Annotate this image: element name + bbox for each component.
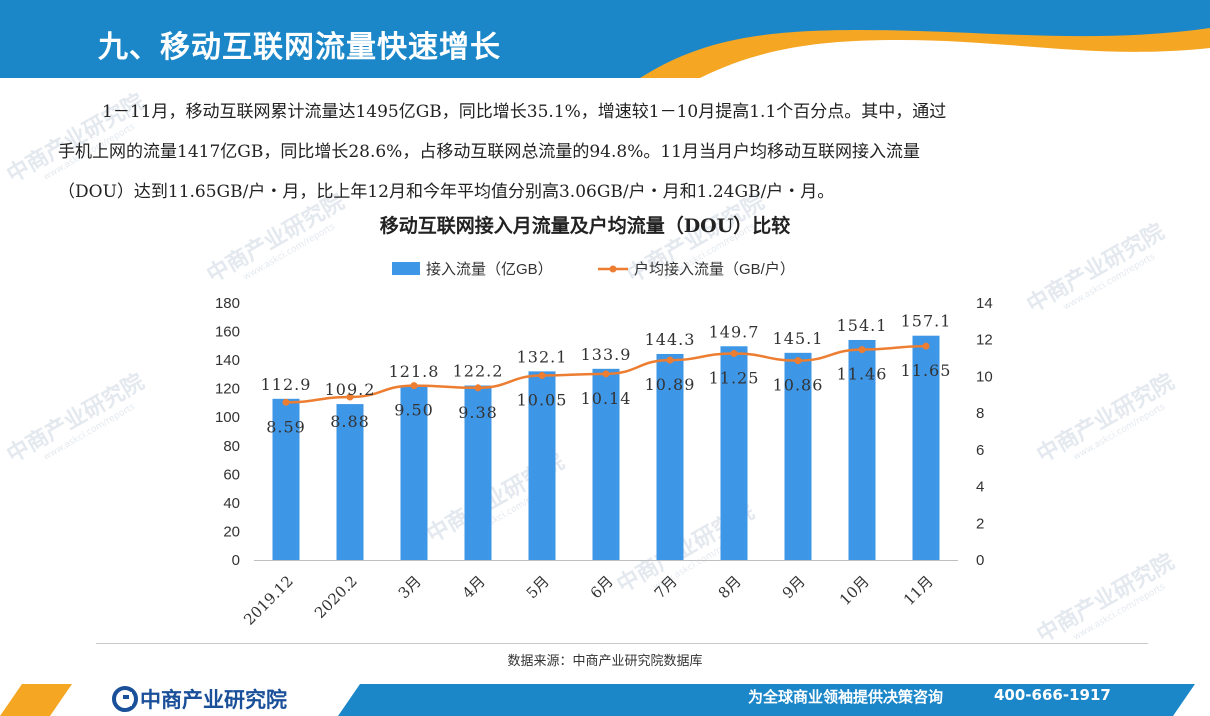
legend-label-line: 户均接入流量（GB/户） [634,261,795,278]
bar-data-label: 144.3 [645,330,696,349]
legend-label-bars: 接入流量（亿GB） [426,261,553,278]
x-tick-label: 9月 [779,572,809,602]
y-right-tick-label: 6 [976,442,984,459]
bar-data-label: 154.1 [837,316,888,335]
bar [592,368,620,560]
line-data-label: 10.86 [773,376,824,395]
bar [336,404,364,560]
y-left-tick-label: 80 [223,438,240,455]
y-left-tick-label: 20 [223,523,240,540]
bar-data-label: 109.2 [325,380,376,399]
y-left-tick-label: 40 [223,495,240,512]
y-right-tick-label: 0 [976,552,984,569]
y-right-tick-label: 8 [976,405,984,422]
y-right-tick-label: 10 [976,368,993,385]
bar [656,353,684,560]
y-left-tick-label: 160 [215,324,240,341]
line-point [666,356,674,364]
line-point [538,372,546,380]
legend-marker-line [609,265,617,273]
bar [464,385,492,560]
logo-icon [112,686,138,712]
y-right-tick-label: 14 [976,295,993,312]
y-left-tick-label: 0 [232,552,240,569]
x-tick-label: 10月 [836,572,873,609]
line-data-label: 9.50 [394,401,434,420]
bar [784,352,812,560]
paragraph-line-3: （DOU）达到11.65GB/户・月，比上年12月和今年平均值分别高3.06GB… [58,182,835,202]
legend-swatch-bars [392,262,420,275]
y-left-tick-label: 140 [215,352,240,369]
data-source: 数据来源：中商产业研究院数据库 [507,654,703,669]
divider [96,643,1148,644]
x-tick-label: 3月 [395,572,425,602]
x-tick-label: 5月 [523,572,553,602]
x-tick-label: 7月 [651,572,681,602]
footer-logo: 中商产业研究院 [140,688,287,712]
footer-phone: 400-666-1917 [994,686,1111,704]
bar [912,335,940,560]
bar [848,339,876,560]
y-left-tick-label: 60 [223,466,240,483]
line-point [858,346,866,354]
paragraph-line-2: 手机上网的流量1417亿GB，同比增长28.6%，占移动互联网总流量的94.8%… [58,142,920,162]
bar [272,398,300,560]
line-data-label: 10.89 [645,375,696,394]
bar-data-label: 121.8 [389,362,440,381]
bar [720,346,748,560]
bar-data-label: 145.1 [773,329,824,348]
paragraph-line-1: 1－11月，移动互联网累计流量达1495亿GB，同比增长35.1%，增速较1－1… [102,102,947,122]
line-point [730,349,738,357]
footer-bar [0,684,1195,716]
line-data-label: 10.14 [581,389,632,408]
y-right-tick-label: 2 [976,515,984,532]
x-tick-label: 11月 [900,572,937,609]
line-point [474,384,482,392]
line-point [410,382,418,390]
y-left-tick-label: 120 [215,381,240,398]
line-data-label: 11.65 [901,361,952,380]
header-banner [0,0,1210,78]
y-right-tick-label: 4 [976,479,984,496]
y-left-tick-label: 180 [215,295,240,312]
line-data-label: 8.88 [330,412,370,431]
line-point [794,357,802,365]
y-right-tick-label: 12 [976,332,993,349]
line-point [922,342,930,350]
bar [528,371,556,560]
bar-data-label: 149.7 [709,322,760,341]
summary-paragraph: 1－11月，移动互联网累计流量达1495亿GB，同比增长35.1%，增速较1－1… [58,92,1168,212]
footer-slogan: 为全球商业领袖提供决策咨询 [748,688,944,706]
line-data-label: 8.59 [266,417,306,436]
bar-data-label: 157.1 [901,312,952,331]
line-data-label: 9.38 [458,403,498,422]
y-left-tick-label: 100 [215,409,240,426]
bar [400,386,428,560]
bar-data-label: 112.9 [261,375,312,394]
line-point [346,393,354,401]
x-tick-label: 6月 [587,572,617,602]
line-data-label: 11.46 [837,365,888,384]
x-tick-label: 2020.2 [311,572,361,622]
x-tick-label: 4月 [459,572,489,602]
line-data-label: 11.25 [709,368,760,387]
chart-title: 移动互联网接入月流量及户均流量（DOU）比较 [379,215,791,237]
chart: 接入流量（亿GB） 户均接入流量（GB/户）0204060801001201401… [215,261,993,629]
bar-data-label: 133.9 [581,345,632,364]
bar-data-label: 132.1 [517,347,568,366]
x-tick-label: 8月 [715,572,745,602]
line-data-label: 10.05 [517,391,568,410]
bar-data-label: 122.2 [453,362,504,381]
x-tick-label: 2019.12 [240,572,297,629]
page-title: 九、移动互联网流量快速增长 [98,30,501,65]
line-point [602,370,610,378]
line-point [282,398,290,406]
